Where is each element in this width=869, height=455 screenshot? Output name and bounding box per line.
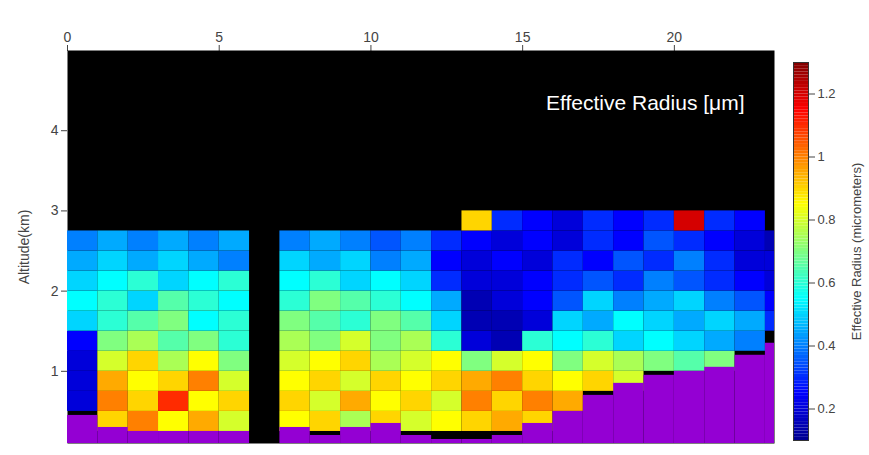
svg-text:5: 5 <box>215 29 223 45</box>
svg-text:3: 3 <box>51 202 59 218</box>
svg-text:0.6: 0.6 <box>818 275 836 290</box>
svg-text:0.2: 0.2 <box>818 401 836 416</box>
svg-text:0.8: 0.8 <box>818 212 836 227</box>
svg-text:Altitude(km): Altitude(km) <box>16 210 32 285</box>
svg-text:Effective Radius (micrometers): Effective Radius (micrometers) <box>849 163 864 340</box>
svg-text:2: 2 <box>51 283 59 299</box>
svg-text:0.4: 0.4 <box>818 338 836 353</box>
svg-text:0: 0 <box>64 29 72 45</box>
svg-text:4: 4 <box>51 122 59 138</box>
svg-text:20: 20 <box>667 29 683 45</box>
svg-text:10: 10 <box>363 29 379 45</box>
svg-text:1: 1 <box>51 363 59 379</box>
svg-text:1: 1 <box>818 149 825 164</box>
svg-text:1.2: 1.2 <box>818 86 836 101</box>
svg-text:Effective Radius [μm]: Effective Radius [μm] <box>546 91 744 114</box>
svg-text:15: 15 <box>515 29 531 45</box>
